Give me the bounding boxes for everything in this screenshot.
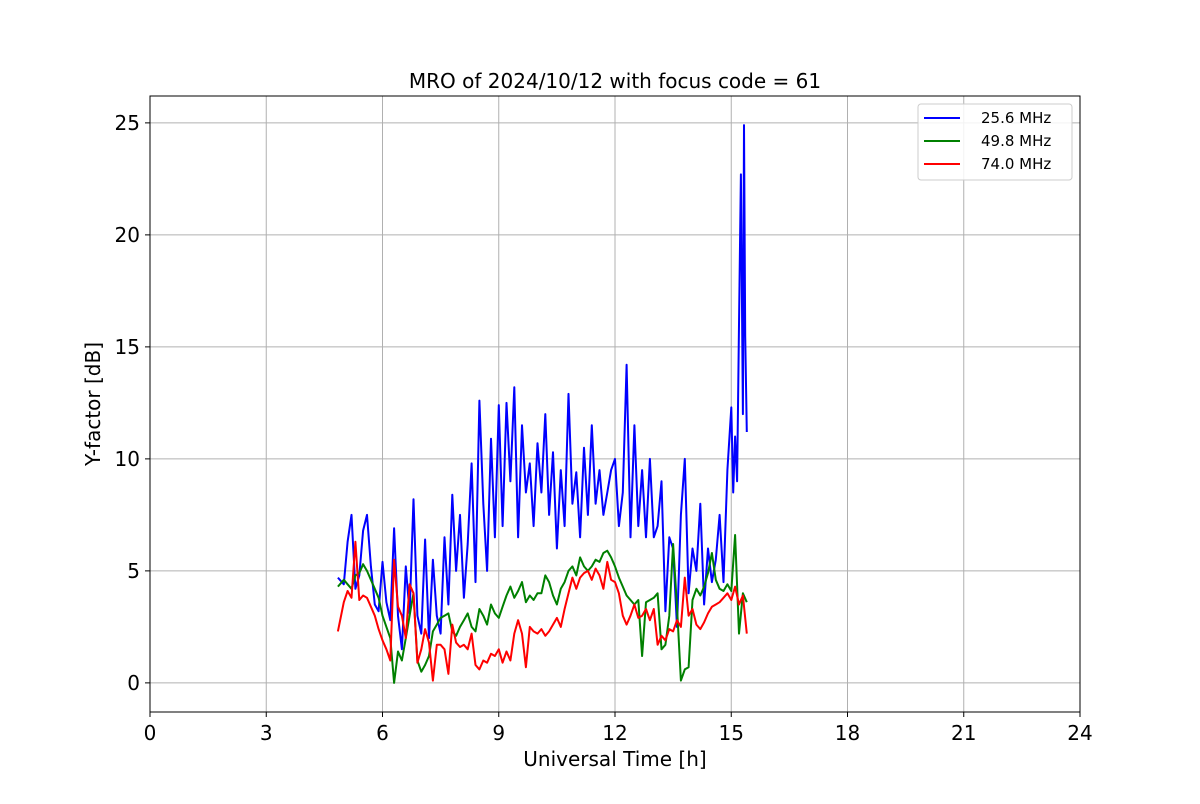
legend-box <box>917 103 1073 181</box>
legend-label: 49.8 MHz <box>981 132 1051 150</box>
y-tick-label: 25 <box>115 111 140 135</box>
y-axis-label: Y-factor [dB] <box>81 342 105 467</box>
x-tick-label: 18 <box>835 721 860 745</box>
legend-label: 74.0 MHz <box>981 155 1051 173</box>
x-tick-label: 12 <box>602 721 627 745</box>
y-tick-label: 20 <box>115 223 140 247</box>
x-axis-label: Universal Time [h] <box>523 747 706 771</box>
x-tick-label: 9 <box>492 721 505 745</box>
series-line-74-0-mhz <box>336 540 748 682</box>
series-group <box>336 124 748 684</box>
x-tick-label: 15 <box>719 721 744 745</box>
chart-title: MRO of 2024/10/12 with focus code = 61 <box>409 69 821 93</box>
y-tick-label: 10 <box>115 447 140 471</box>
axis-ticks: 0 3 6 9 12 15 18 21 24 0 5 10 15 20 25 <box>115 111 1093 745</box>
y-tick-label: 5 <box>127 559 140 583</box>
x-tick-label: 3 <box>260 721 273 745</box>
legend: 25.6 MHz 49.8 MHz 74.0 MHz <box>917 103 1073 181</box>
legend-label: 25.6 MHz <box>981 109 1051 127</box>
series-line-49-8-mhz <box>337 534 748 684</box>
x-tick-label: 21 <box>951 721 976 745</box>
x-tick-label: 0 <box>144 721 157 745</box>
x-tick-label: 6 <box>376 721 389 745</box>
y-tick-label: 0 <box>127 671 140 695</box>
y-tick-label: 15 <box>115 335 140 359</box>
x-tick-label: 24 <box>1067 721 1092 745</box>
series-line-25-6-mhz <box>337 124 748 651</box>
